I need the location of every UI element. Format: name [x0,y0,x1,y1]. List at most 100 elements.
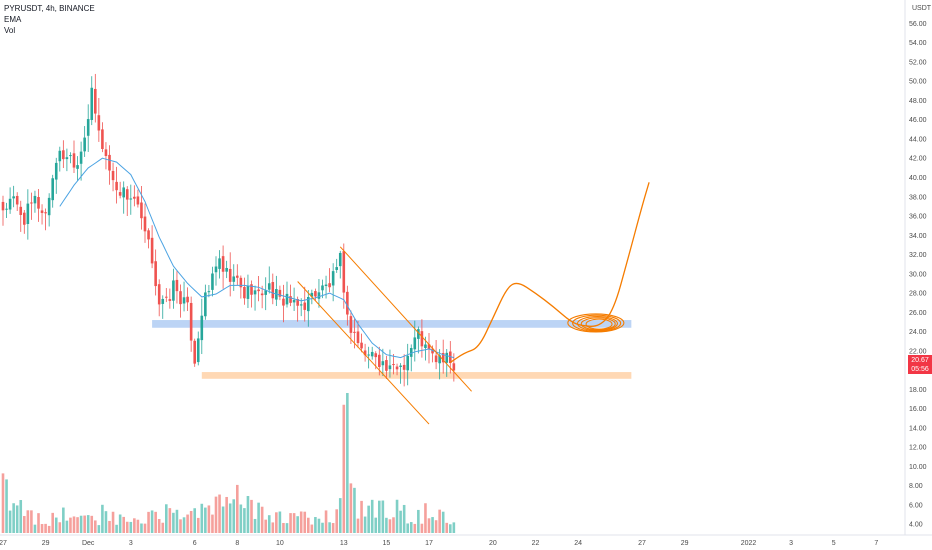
volume-bar [321,522,324,533]
volume-bar [317,518,321,533]
volume-bar [267,515,271,533]
volume-bar [438,509,441,533]
volume-bar [69,517,72,533]
candle-body [196,338,200,363]
price-tick-label: 16.00 [909,406,927,413]
volume-bar [211,514,214,533]
volume-bar [83,515,86,533]
candle-body [271,282,275,299]
symbol-title[interactable]: PYRUSDT, 4h, BINANCE [4,4,95,13]
channel-lower-line [297,281,430,425]
candle-body [40,210,44,213]
price-tick-label: 30.00 [909,271,927,278]
candle-body [200,315,204,341]
price-tick-label: 38.00 [909,194,927,201]
volume-indicator-label[interactable]: Vol [4,26,16,35]
candle-body [115,181,118,191]
candle-body [104,149,108,156]
candle-body [324,284,328,287]
candle-body [37,197,40,209]
volume-bar [193,508,196,533]
candle-body [140,202,143,219]
candle-body [172,280,175,301]
candle-body [79,151,83,164]
volume-bar [94,520,97,533]
volume-bar [8,510,12,533]
volume-bar [310,524,314,533]
candle-body [406,355,409,371]
volume-bar [395,499,399,533]
volume-bar [140,523,143,533]
volume-bar [33,524,37,533]
candle-body [5,208,8,210]
candle-body [402,364,406,370]
candle-body [434,355,438,363]
candle-body [33,195,37,204]
candle-body [363,350,367,356]
volume-bar [402,504,406,533]
volume-bar [179,519,182,533]
candle-body [431,348,434,354]
ema-indicator-label[interactable]: EMA [4,15,22,24]
candle-body [8,198,12,210]
candle-body [409,347,413,357]
volume-bar [431,517,434,533]
candle-body [69,155,72,157]
candle-body [218,258,221,269]
price-tick-label: 34.00 [909,233,927,240]
candle-body [175,279,179,292]
candle-body [101,129,104,150]
volume-bar [303,511,307,533]
volume-bar [47,525,51,533]
volume-bar [228,503,232,533]
volume-bar [207,505,211,533]
volume-bar [243,508,246,533]
price-tick-label: 22.00 [909,348,927,355]
price-tick-label: 42.00 [909,156,927,163]
volume-bar [225,496,228,533]
volume-bar [441,511,445,533]
candle-body [83,137,86,152]
candle-body [370,351,374,357]
candle-body [417,329,420,339]
volume-bar [161,522,165,533]
candle-body [65,157,69,160]
candle-body [12,196,15,199]
candle-body [23,212,26,225]
price-tick-label: 44.00 [909,136,927,143]
support-zone [201,372,632,379]
candle-body [211,273,214,290]
candle-body [360,342,363,349]
volume-bar [342,404,346,533]
candle-body [250,284,253,295]
time-tick-label: 29 [42,540,50,547]
volume-bar [136,519,140,533]
volume-bar [26,510,30,533]
candle-body [62,150,65,160]
volume-histogram [1,393,456,533]
candle-body [321,285,324,291]
volume-bar [413,523,417,533]
candle-body [378,354,381,367]
channel-upper-line [339,246,472,392]
candle-body [353,331,356,333]
candle-body [303,302,307,310]
candle-body [246,285,250,299]
candle-body [239,277,243,288]
volume-bar [196,517,200,533]
volume-bar [452,522,456,533]
candle-body [441,352,445,363]
scribble-loop [585,318,613,330]
candle-body [328,283,331,288]
time-tick-label: 27 [0,540,7,547]
price-tick-label: 6.00 [909,502,923,509]
volume-bar [406,523,409,533]
volume-bar [282,522,285,533]
candle-body [133,196,136,199]
price-tick-label: 32.00 [909,252,927,259]
volume-bar [12,503,15,533]
candle-body [147,230,150,240]
volume-bar [236,484,239,533]
volume-bar [367,505,370,533]
